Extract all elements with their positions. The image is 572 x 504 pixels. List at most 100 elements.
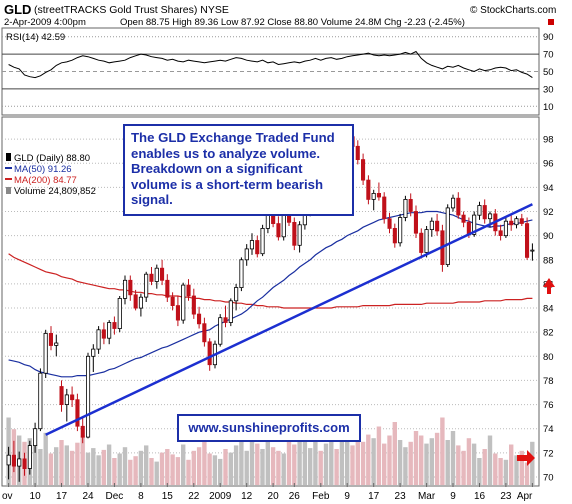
candle <box>123 275 128 305</box>
volume-bar <box>450 431 456 485</box>
volume-bar <box>202 440 207 485</box>
volume-bar <box>80 435 85 485</box>
arrow-right-icon <box>517 450 535 466</box>
volume-bar <box>334 449 339 485</box>
volume-bar <box>382 443 387 485</box>
volume-bar <box>91 448 96 485</box>
volume-bar <box>397 440 403 485</box>
candle <box>128 275 133 301</box>
volume-bar <box>292 444 297 485</box>
candle <box>17 451 22 482</box>
candle-body <box>276 223 281 238</box>
candle-body <box>207 341 212 366</box>
volume-bar <box>345 440 350 485</box>
candle <box>75 393 80 432</box>
volume-bar <box>371 438 376 485</box>
candle-body <box>43 332 48 374</box>
candle <box>86 352 91 439</box>
volume-bar <box>360 441 366 485</box>
volume-bar <box>38 449 43 485</box>
x-tick-label: Mar <box>418 491 436 502</box>
candle <box>292 217 297 251</box>
candle <box>154 264 159 289</box>
candle-body <box>154 267 159 282</box>
candle <box>64 388 69 422</box>
volume-bar <box>387 435 392 485</box>
candle-body <box>371 192 376 200</box>
price-tick-label: 90 <box>543 231 554 242</box>
volume-bar <box>471 443 477 485</box>
x-tick-label: 17 <box>56 491 68 502</box>
candle <box>366 175 371 205</box>
candle <box>48 326 53 351</box>
candle-body <box>64 394 69 405</box>
volume-bar <box>128 459 133 485</box>
candle-body <box>112 322 117 329</box>
volume-bar <box>233 445 239 485</box>
x-tick-label: 2009 <box>209 491 232 502</box>
candle-body <box>392 227 397 244</box>
candle-body <box>413 211 418 234</box>
volume-bar <box>69 450 75 485</box>
candle-body <box>456 197 461 216</box>
candle-body <box>503 220 508 237</box>
x-tick-label: 23 <box>395 491 407 502</box>
volume-bar <box>318 450 323 485</box>
volume-bar <box>329 435 334 485</box>
candle-body <box>525 223 530 258</box>
candle <box>392 223 397 248</box>
annotation-box: The GLD Exchange Traded Fund enables us … <box>123 124 354 216</box>
candle-body <box>202 323 207 343</box>
candle <box>519 213 524 226</box>
candle <box>498 224 503 241</box>
volume-bar <box>85 452 91 485</box>
x-tick-label: 20 <box>268 491 280 502</box>
rsi-line <box>8 50 533 79</box>
price-tick-label: 98 <box>543 135 554 146</box>
website-link[interactable]: www.sunshineprofits.com <box>177 414 361 442</box>
candle <box>461 211 466 228</box>
candle-body <box>123 279 128 299</box>
candle-body <box>191 295 196 315</box>
candle <box>191 288 196 319</box>
volume-bar <box>509 444 514 485</box>
candle <box>297 221 302 253</box>
candle <box>260 224 265 257</box>
candle <box>181 282 186 324</box>
volume-bar <box>413 431 419 485</box>
candle-body <box>366 179 371 200</box>
candle-body <box>75 399 80 427</box>
candle <box>355 140 360 165</box>
x-tick-label: 24 <box>82 491 94 502</box>
candle-body <box>138 296 144 309</box>
volume-bar <box>366 434 371 485</box>
rsi-label: RSI(14) 42.59 <box>6 32 65 43</box>
candle <box>91 344 96 372</box>
x-tick-label: 23 <box>500 491 512 502</box>
candle <box>239 257 244 292</box>
candle <box>360 153 366 185</box>
volume-bar <box>218 458 223 485</box>
candle-body <box>54 342 59 346</box>
candle <box>59 380 64 412</box>
volume-bar <box>466 438 472 485</box>
candle-body <box>91 348 96 357</box>
candle <box>101 322 106 345</box>
candle <box>445 204 450 267</box>
volume-bar <box>154 461 159 485</box>
price-axis: 989694929088868482807876747270 <box>543 135 554 484</box>
candle <box>27 440 32 475</box>
candle-body <box>117 297 122 329</box>
volume-bar <box>434 432 440 485</box>
candle-body <box>424 229 429 253</box>
rsi-tick-label: 90 <box>543 32 554 43</box>
x-axis: ov 10 17 24 Dec 8 15 22 2009 12 20 26 Feb 9 17 23 Mar 9 16… <box>2 483 533 502</box>
candle <box>228 298 233 327</box>
candle-body <box>59 386 64 406</box>
security-name: (streetTRACKS Gold Trust Shares) NYSE <box>34 4 229 16</box>
price-tick-label: 76 <box>543 400 554 411</box>
candle <box>387 212 392 234</box>
volume-bar <box>43 432 48 485</box>
volume-bar <box>32 444 38 485</box>
candle <box>408 193 413 217</box>
